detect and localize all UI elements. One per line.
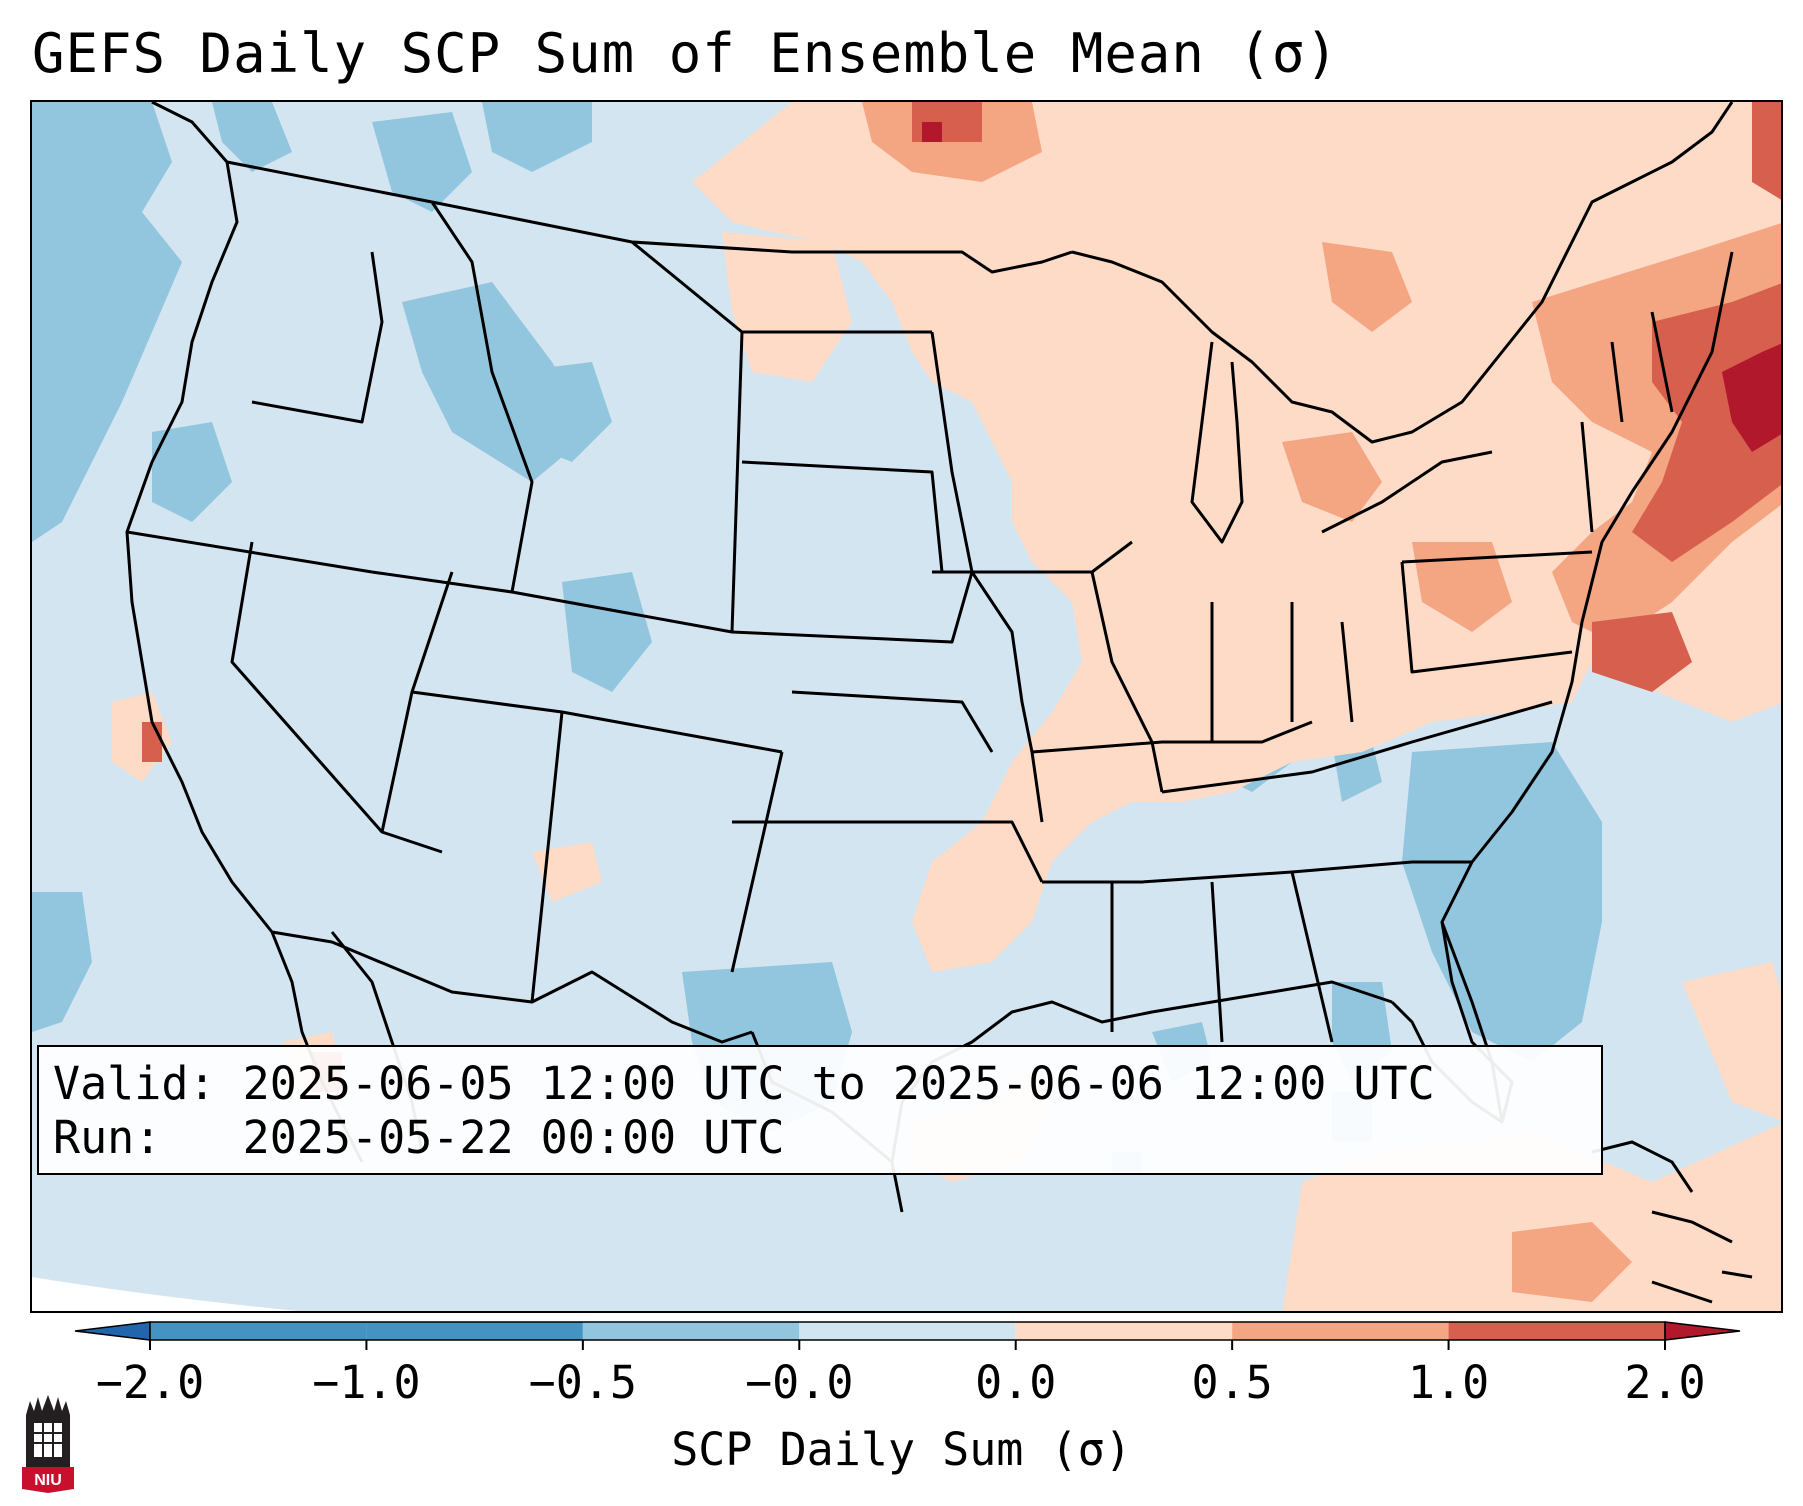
colorbar-segment (582, 1322, 800, 1340)
colorbar-tick-label: 2.0 (1624, 1356, 1706, 1409)
colorbar-segment (1232, 1322, 1449, 1340)
colorbar-segment (1015, 1322, 1233, 1340)
colorbar-tick-label: −0.0 (745, 1356, 854, 1409)
colorbar-tick-label: 0.0 (975, 1356, 1057, 1409)
colorbar-segment (1448, 1322, 1665, 1340)
boundaries (125, 102, 1734, 1213)
niu-logo: NIU (22, 1395, 74, 1493)
colorbar-tick-label: −2.0 (95, 1356, 205, 1409)
caribbean-islands (1591, 1140, 1753, 1304)
colorbar-label: SCP Daily Sum (σ) (671, 1423, 1132, 1476)
colorbar-segment (799, 1322, 1016, 1340)
colorbar-segments (74, 1321, 1741, 1341)
logo-text: NIU (34, 1472, 62, 1489)
colorbar-segment (150, 1322, 367, 1340)
chart-title: GEFS Daily SCP Sum of Ensemble Mean (σ) (32, 22, 1339, 85)
colorbar-segment (366, 1322, 583, 1340)
colorbar-tick-label: −0.5 (528, 1356, 638, 1409)
validity-info-box: Valid: 2025-06-05 12:00 UTC to 2025-06-0… (37, 1045, 1603, 1175)
colorbar-extend-low (74, 1321, 151, 1341)
colorbar-tick-label: −1.0 (312, 1356, 421, 1409)
colorbar-extend-high (1664, 1321, 1741, 1341)
valid-time-text: Valid: 2025-06-05 12:00 UTC to 2025-06-0… (53, 1057, 1435, 1110)
colorbar-ticks (149, 1340, 1666, 1350)
colorbar-outline (149, 1321, 1666, 1341)
colorbar-tick-label: 1.0 (1407, 1356, 1490, 1409)
peak-anomaly-areas (922, 122, 1781, 452)
colorbar-tick-label: 0.5 (1191, 1356, 1273, 1409)
run-time-text: Run: 2025-05-22 00:00 UTC (53, 1111, 785, 1164)
projection-edge (32, 1277, 299, 1311)
logo-shield-icon (22, 1467, 74, 1493)
